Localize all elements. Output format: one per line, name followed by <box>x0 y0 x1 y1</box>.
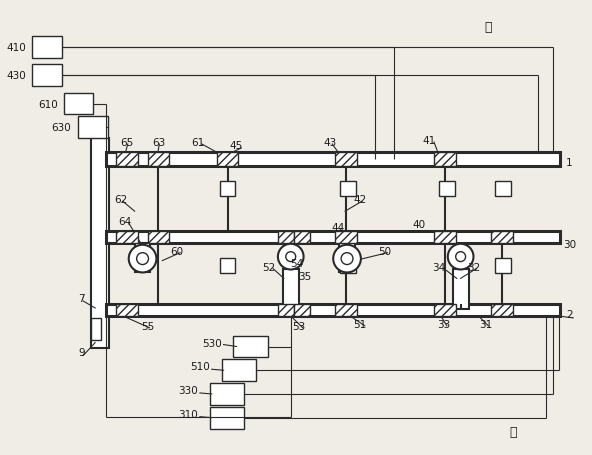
Text: 310: 310 <box>178 409 198 419</box>
Text: 35: 35 <box>298 272 311 282</box>
Text: 31: 31 <box>479 319 492 329</box>
Bar <box>434 304 456 316</box>
Bar <box>63 93 93 115</box>
Text: 43: 43 <box>324 138 337 148</box>
Bar <box>210 407 244 429</box>
Bar <box>116 152 137 167</box>
Bar <box>147 232 169 243</box>
Circle shape <box>286 252 295 262</box>
Text: 2: 2 <box>566 309 572 319</box>
Text: 51: 51 <box>353 319 366 329</box>
Text: 42: 42 <box>353 195 366 205</box>
Bar <box>147 152 169 167</box>
Text: 34: 34 <box>432 262 446 272</box>
Bar <box>496 258 511 274</box>
Bar <box>32 37 62 59</box>
Bar <box>339 243 355 273</box>
Text: 40: 40 <box>413 220 426 229</box>
Circle shape <box>128 245 156 273</box>
Bar <box>278 232 294 243</box>
Bar <box>335 152 357 167</box>
Bar <box>220 181 236 197</box>
Bar <box>335 232 357 243</box>
Text: 330: 330 <box>178 385 198 395</box>
Bar <box>294 232 310 243</box>
Text: 62: 62 <box>114 195 127 205</box>
Circle shape <box>341 253 353 265</box>
Bar <box>91 139 109 348</box>
Bar <box>78 117 108 139</box>
Bar <box>116 232 137 243</box>
Text: 30: 30 <box>563 239 576 249</box>
Bar <box>221 359 256 381</box>
Bar <box>491 232 513 243</box>
Text: 7: 7 <box>78 293 85 303</box>
Bar <box>91 318 101 340</box>
Text: 610: 610 <box>38 99 57 109</box>
Bar <box>434 152 456 167</box>
Circle shape <box>333 245 361 273</box>
Circle shape <box>448 244 474 270</box>
Bar <box>32 65 62 86</box>
Text: 1: 1 <box>566 157 572 167</box>
Text: 9: 9 <box>78 348 85 358</box>
Bar <box>233 336 268 358</box>
Text: 410: 410 <box>7 43 26 53</box>
Bar <box>106 232 561 243</box>
Bar <box>294 304 310 316</box>
Text: 前: 前 <box>509 425 517 438</box>
Bar <box>278 304 294 316</box>
Text: 530: 530 <box>202 338 221 348</box>
Bar <box>340 258 356 274</box>
Text: 63: 63 <box>153 138 166 148</box>
Text: 50: 50 <box>378 246 391 256</box>
Text: 60: 60 <box>170 246 184 256</box>
Text: 45: 45 <box>230 141 243 151</box>
Text: 53: 53 <box>292 321 305 331</box>
Text: 54: 54 <box>290 258 303 268</box>
Bar <box>283 270 298 309</box>
Text: 41: 41 <box>423 136 436 146</box>
Bar <box>210 383 244 405</box>
Bar <box>217 152 239 167</box>
Bar <box>453 270 468 309</box>
Text: 65: 65 <box>120 138 133 148</box>
Bar <box>496 181 511 197</box>
Text: 52: 52 <box>262 262 276 272</box>
Text: 630: 630 <box>52 123 72 133</box>
Text: 55: 55 <box>141 321 154 331</box>
Text: 后: 后 <box>484 21 492 34</box>
Text: 32: 32 <box>467 262 480 272</box>
Bar <box>439 181 455 197</box>
Circle shape <box>456 252 465 262</box>
Text: 61: 61 <box>191 138 204 148</box>
Circle shape <box>278 244 304 270</box>
Bar <box>491 304 513 316</box>
Text: 33: 33 <box>437 319 451 329</box>
Text: 430: 430 <box>7 71 26 81</box>
Bar <box>340 181 356 197</box>
Bar <box>335 304 357 316</box>
Bar <box>134 243 150 273</box>
Text: 44: 44 <box>332 222 345 233</box>
Text: 510: 510 <box>190 361 210 371</box>
Bar <box>106 304 561 316</box>
Text: 64: 64 <box>118 217 131 227</box>
Bar <box>116 304 137 316</box>
Bar <box>434 232 456 243</box>
Circle shape <box>137 253 149 265</box>
Bar <box>106 152 561 167</box>
Bar <box>220 258 236 274</box>
